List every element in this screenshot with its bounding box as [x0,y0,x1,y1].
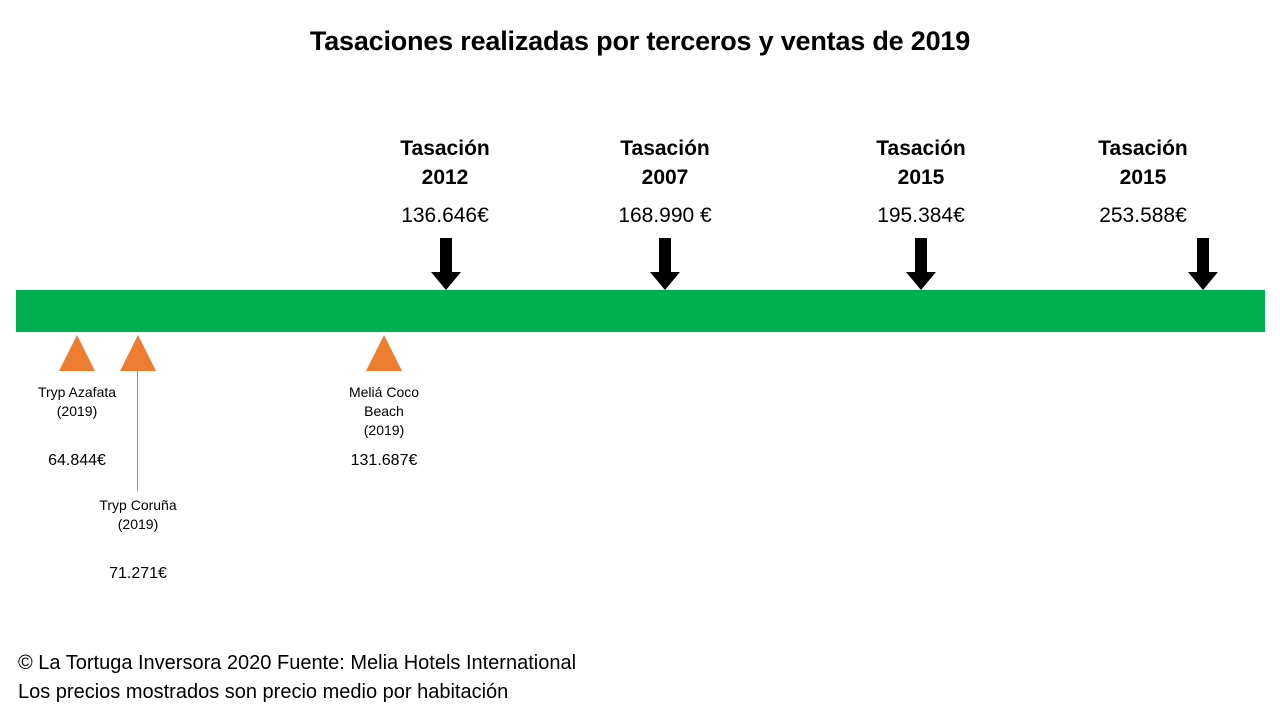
sale-name-line: Meliá Coco [348,384,420,400]
sale-name-line: (2019) [56,403,98,419]
valuation-2015-b: Tasación 2015 253.588€ [1013,134,1273,228]
down-arrow-icon [431,238,461,290]
valuation-year: 2015 [1119,166,1167,189]
valuation-amount: 253.588€ [1099,204,1187,227]
sale-name-line: (2019) [363,422,405,438]
sale-amount-melia-coco-beach: 131.687€ [350,452,418,469]
sale-name-line: Beach [364,403,404,419]
valuation-year: 2012 [421,166,469,189]
footer-note: Los precios mostrados son precio medio p… [18,681,509,703]
sale-amount-tryp-coruna: 71.271€ [109,565,167,582]
sale-marker-triangle-icon [59,335,95,371]
sale-amount-tryp-azafata: 64.844€ [48,452,106,469]
sale-name-tryp-azafata: Tryp Azafata (2019) [7,383,147,421]
valuation-label: Tasación [400,137,490,160]
valuation-label: Tasación [876,137,966,160]
valuation-2015-a: Tasación 2015 195.384€ [791,134,1051,228]
valuation-amount: 168.990 € [618,204,712,227]
down-arrow-icon [650,238,680,290]
valuation-amount: 136.646€ [401,204,489,227]
sale-name-line: Tryp Azafata [37,384,117,400]
sale-marker-triangle-icon [120,335,156,371]
sale-leader-line [137,371,138,491]
valuation-label: Tasación [1098,137,1188,160]
sale-name-line: Tryp Coruña [99,497,177,513]
chart-title: Tasaciones realizadas por terceros y ven… [309,26,971,56]
sale-name-melia-coco-beach: Meliá Coco Beach (2019) [314,383,454,440]
valuation-label: Tasación [620,137,710,160]
timeline-bar [16,290,1265,332]
sale-name-tryp-coruna: Tryp Coruña (2019) [68,496,208,534]
sale-marker-triangle-icon [366,335,402,371]
down-arrow-icon [1188,238,1218,290]
down-arrow-icon [906,238,936,290]
valuation-year: 2007 [641,166,689,189]
footer-copyright: © La Tortuga Inversora 2020 Fuente: Meli… [18,652,577,674]
valuation-2012: Tasación 2012 136.646€ [315,134,575,228]
valuation-year: 2015 [897,166,945,189]
valuation-2007: Tasación 2007 168.990 € [535,134,795,228]
valuation-amount: 195.384€ [877,204,965,227]
sale-name-line: (2019) [117,516,159,532]
